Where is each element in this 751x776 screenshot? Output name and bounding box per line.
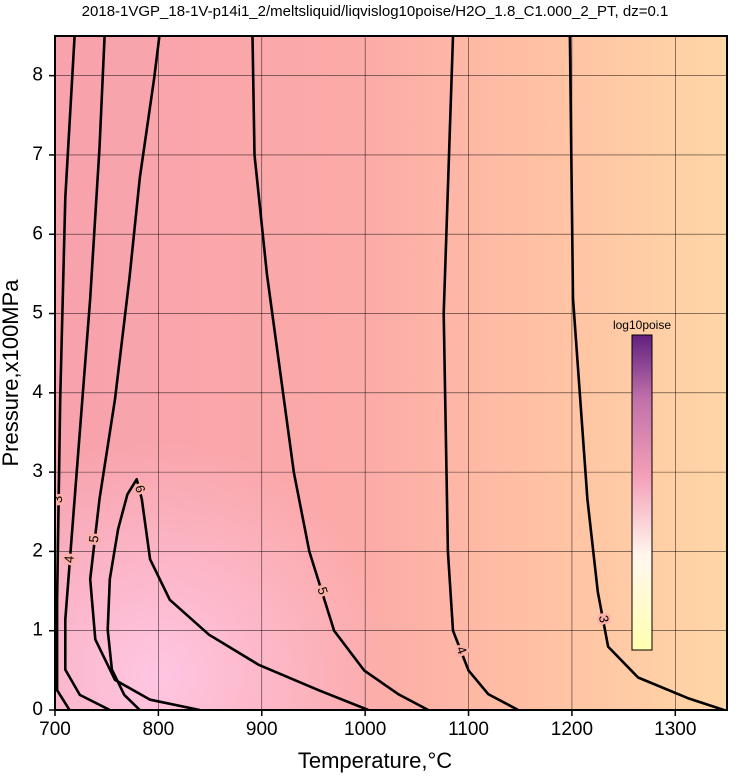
- plot-frame: [54, 35, 728, 711]
- y-axis-label: Pressure,x100MPa: [0, 279, 23, 467]
- chart-title: 2018-1VGP_18-1V-p14i1_2/meltsliquid/liqv…: [82, 3, 669, 20]
- x-tick-label: 700: [39, 719, 71, 740]
- y-tick-label: 4: [32, 382, 43, 403]
- colorbar-label: log10poise: [613, 318, 671, 332]
- contour-line: [55, 36, 76, 710]
- contour-line: [88, 36, 200, 710]
- contour-label: 4: [61, 555, 77, 563]
- x-tick-label: 1100: [448, 719, 489, 740]
- colorbar-scale: [631, 334, 653, 651]
- x-tick-label: 1000: [344, 719, 386, 740]
- x-tick-label: 1200: [551, 719, 593, 740]
- y-tick-label: 7: [32, 144, 43, 165]
- contour-line: [568, 36, 725, 710]
- y-tick-label: 1: [32, 620, 43, 641]
- plot-shade: [55, 36, 727, 710]
- contour-label: 3: [50, 496, 65, 503]
- y-tick-label: 3: [32, 461, 43, 482]
- contour-line: [106, 478, 369, 710]
- y-tick-label: 0: [32, 699, 43, 720]
- y-tick-label: 5: [32, 303, 43, 324]
- x-tick-label: 800: [143, 719, 175, 740]
- x-tick-label: 1300: [654, 719, 696, 740]
- y-tick-label: 6: [32, 223, 43, 244]
- contour-line: [251, 36, 429, 710]
- x-tick-label: 900: [246, 719, 278, 740]
- y-tick-label: 8: [32, 65, 43, 86]
- colorbar: log10poise: [613, 318, 671, 651]
- y-tick-label: 2: [32, 540, 43, 561]
- contour-line: [64, 36, 111, 710]
- x-axis-label: Temperature,°C: [298, 748, 452, 773]
- contour-line: [442, 36, 519, 710]
